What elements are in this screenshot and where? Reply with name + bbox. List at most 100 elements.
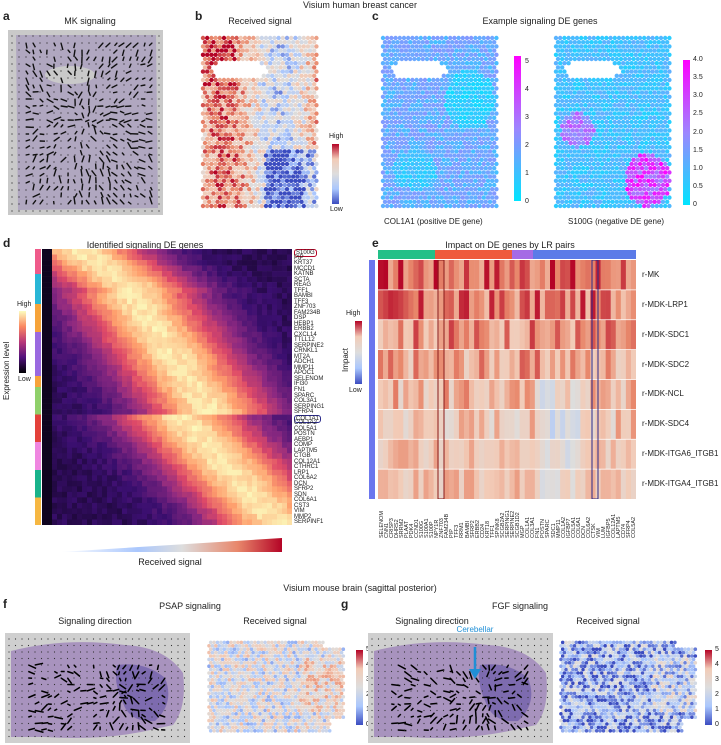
spot bbox=[462, 98, 467, 104]
s100g-expression-map bbox=[553, 35, 672, 209]
spot bbox=[621, 178, 626, 183]
spot bbox=[215, 40, 220, 45]
spot bbox=[593, 199, 598, 204]
spot bbox=[205, 153, 210, 158]
spot bbox=[284, 203, 290, 209]
spot bbox=[435, 77, 440, 83]
spot bbox=[644, 40, 649, 45]
heatmap-cell bbox=[272, 282, 278, 288]
heatmap-cell bbox=[277, 326, 283, 333]
grid-dot bbox=[158, 210, 160, 212]
heatmap-cell bbox=[207, 320, 213, 327]
spot bbox=[251, 195, 256, 200]
heatmap-cell bbox=[62, 271, 68, 277]
spot bbox=[403, 191, 409, 196]
spot bbox=[652, 174, 657, 179]
c-left-tick: 1 bbox=[525, 170, 529, 177]
spot bbox=[410, 111, 415, 116]
heatmap-cell bbox=[107, 276, 113, 283]
spot bbox=[282, 115, 287, 121]
spot bbox=[422, 187, 428, 192]
spot bbox=[305, 203, 311, 209]
heatmap-cell bbox=[252, 331, 258, 338]
grid-dot bbox=[53, 182, 55, 184]
heatmap-cell bbox=[142, 293, 148, 299]
c-right-tick: 3.5 bbox=[693, 74, 703, 82]
heatmap-cell bbox=[137, 320, 143, 327]
signal-arrow bbox=[98, 156, 104, 163]
spot bbox=[633, 61, 638, 66]
heatmap-cell bbox=[222, 271, 228, 277]
spot bbox=[284, 103, 290, 108]
spot bbox=[646, 187, 651, 192]
grid-dot bbox=[144, 91, 146, 93]
spot bbox=[232, 199, 237, 204]
heatmap-cell bbox=[242, 326, 248, 333]
spot bbox=[303, 199, 308, 204]
spot bbox=[387, 157, 392, 162]
spot bbox=[566, 145, 571, 150]
signal-arrow bbox=[74, 56, 79, 61]
spot bbox=[448, 187, 453, 192]
heatmap-cell bbox=[182, 249, 188, 255]
heatmap-cell bbox=[82, 249, 88, 255]
signal-arrow bbox=[80, 165, 83, 170]
spot bbox=[380, 178, 386, 183]
spot bbox=[564, 157, 569, 162]
spot bbox=[466, 65, 472, 70]
heatmap-cell bbox=[142, 331, 148, 338]
heatmap-cell bbox=[177, 276, 183, 283]
spot bbox=[648, 191, 653, 196]
spot bbox=[418, 136, 423, 141]
spot bbox=[445, 48, 451, 53]
spot bbox=[293, 170, 298, 175]
spot bbox=[553, 178, 559, 183]
heatmap-cell bbox=[142, 276, 148, 283]
spot bbox=[608, 153, 613, 158]
spot bbox=[291, 48, 296, 53]
spot bbox=[232, 132, 237, 137]
heatmap-cell bbox=[172, 304, 178, 311]
heatmap-cell bbox=[82, 331, 88, 338]
spot bbox=[382, 56, 388, 62]
spot bbox=[604, 203, 609, 209]
spot bbox=[568, 90, 573, 95]
heatmap-cell bbox=[272, 331, 278, 338]
spot bbox=[403, 40, 409, 45]
heatmap-cell bbox=[197, 309, 203, 316]
spot bbox=[450, 174, 455, 179]
spot bbox=[466, 140, 472, 146]
spot bbox=[629, 86, 634, 91]
spot bbox=[637, 119, 643, 125]
spot bbox=[564, 48, 569, 53]
spot bbox=[623, 90, 628, 95]
spot bbox=[424, 115, 430, 121]
spot bbox=[610, 115, 615, 121]
spot bbox=[420, 107, 425, 112]
spot bbox=[255, 86, 260, 91]
spot bbox=[494, 153, 499, 158]
spot bbox=[433, 48, 438, 53]
spot bbox=[625, 170, 630, 175]
heatmap-cell bbox=[152, 331, 158, 338]
panel-b-title: Received signal bbox=[228, 16, 292, 26]
spot bbox=[282, 98, 287, 104]
spot bbox=[454, 98, 459, 104]
panel-label-c: c bbox=[372, 9, 379, 23]
heatmap-cell bbox=[272, 254, 278, 261]
spot bbox=[483, 182, 488, 188]
spot bbox=[234, 178, 239, 183]
spot bbox=[660, 98, 666, 104]
grid-dot bbox=[25, 161, 27, 163]
spot bbox=[276, 203, 281, 209]
heatmap-cell bbox=[222, 326, 228, 333]
spot bbox=[639, 56, 645, 62]
spot bbox=[572, 115, 577, 121]
spot bbox=[448, 103, 453, 108]
spot bbox=[213, 35, 218, 41]
spot bbox=[652, 107, 657, 112]
signal-arrow bbox=[99, 98, 104, 102]
spot bbox=[215, 82, 220, 87]
spot bbox=[395, 82, 400, 87]
heatmap-cell bbox=[77, 271, 83, 277]
